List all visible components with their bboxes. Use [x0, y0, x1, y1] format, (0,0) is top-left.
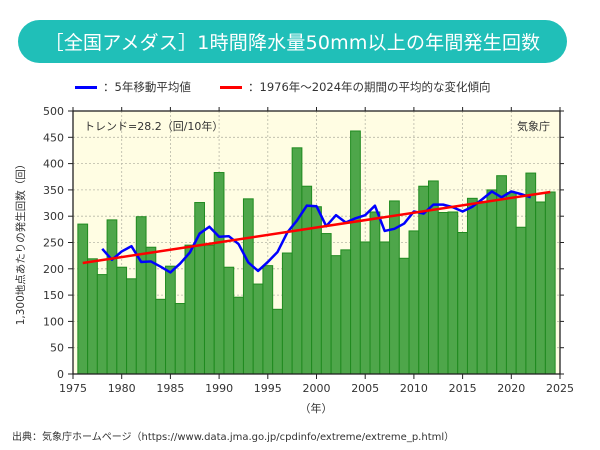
- y-tick-label: 400: [43, 158, 64, 171]
- x-tick-label: 2015: [449, 382, 477, 395]
- y-tick-label: 0: [57, 368, 64, 381]
- bar-2021: [515, 226, 527, 375]
- legend-item-trend: ：1976年～2024年の期間の平均的な変化傾向: [220, 79, 491, 95]
- x-tick-label: 2020: [497, 382, 525, 395]
- x-tick-label: 1985: [156, 382, 184, 395]
- y-tick-label: 150: [43, 289, 64, 302]
- bar-2019: [496, 175, 507, 375]
- blue-line-swatch-icon: [75, 85, 97, 89]
- y-tick-label: 100: [43, 315, 64, 328]
- source-note: 出典：気象庁ホームページ（https://www.data.jma.go.jp/…: [12, 432, 455, 443]
- bar-1996: [272, 308, 283, 375]
- bar-2016: [466, 197, 478, 375]
- bar-1986: [174, 303, 186, 375]
- bar-1989: [203, 244, 215, 375]
- bar-1988: [194, 202, 205, 375]
- bar-1977: [87, 258, 98, 375]
- x-tick-label: 2000: [303, 382, 331, 395]
- bar-2013: [437, 212, 449, 375]
- legend-label-moving-average: ：5年移動平均値: [103, 80, 191, 94]
- agency-annotation: 気象庁: [517, 119, 550, 133]
- x-tick-label: 1995: [254, 382, 282, 395]
- bar-2024: [544, 191, 556, 375]
- bar-1993: [242, 198, 254, 375]
- trend-annotation: トレンド=28.2（回/10年）: [84, 119, 223, 133]
- bar-2005: [359, 241, 371, 375]
- bar-2010: [408, 230, 420, 375]
- bar-2020: [505, 192, 517, 375]
- y-tick-label: 450: [43, 131, 64, 144]
- bar-1981: [126, 278, 137, 375]
- bar-2022: [525, 172, 537, 375]
- bar-1982: [135, 216, 147, 375]
- y-tick-label: 350: [43, 184, 64, 197]
- bar-2018: [486, 189, 498, 375]
- bar-2004: [350, 130, 361, 375]
- bar-1995: [262, 265, 274, 375]
- x-tick-label: 2025: [546, 382, 574, 395]
- bar-1978: [96, 274, 108, 375]
- trend-line: [82, 190, 551, 265]
- y-tick-label: 250: [43, 237, 64, 250]
- moving-average-line: [101, 190, 532, 274]
- y-axis-label: 1,300地点あたりの発生回数（回）: [14, 159, 27, 326]
- bar-2001: [320, 233, 332, 375]
- bar-1983: [145, 246, 157, 375]
- bar-1976: [77, 223, 89, 375]
- bar-2015: [457, 232, 468, 375]
- bar-1985: [165, 265, 176, 375]
- y-tick-label: 300: [43, 210, 64, 223]
- bar-1979: [106, 219, 118, 375]
- bar-1984: [155, 298, 167, 375]
- y-tick-label: 200: [43, 263, 64, 276]
- bar-1991: [223, 266, 235, 375]
- bar-1998: [291, 147, 303, 375]
- bar-2003: [340, 249, 352, 375]
- x-axis-label: （年）: [300, 401, 333, 415]
- bar-1997: [281, 252, 293, 375]
- bar-1990: [213, 172, 225, 375]
- bar-2007: [379, 241, 391, 375]
- x-tick-label: 1990: [205, 382, 233, 395]
- bar-2009: [398, 257, 410, 375]
- bar-2002: [330, 255, 342, 375]
- bar-1980: [116, 266, 128, 375]
- x-tick-label: 1980: [108, 382, 136, 395]
- bar-1999: [301, 185, 313, 375]
- bar-2014: [447, 211, 459, 375]
- x-tick-label: 2010: [400, 382, 428, 395]
- x-tick-label: 2005: [351, 382, 379, 395]
- chart-title: ［全国アメダス］1時間降水量50mm以上の年間発生回数: [18, 20, 567, 63]
- bar-2006: [369, 211, 381, 375]
- bar-1987: [184, 244, 196, 375]
- bar-2017: [476, 200, 488, 375]
- bar-2023: [535, 201, 546, 375]
- bar-2000: [311, 206, 322, 375]
- bar-1994: [252, 283, 264, 375]
- bar-1992: [233, 296, 244, 375]
- y-tick-label: 500: [43, 105, 64, 118]
- x-tick-label: 1975: [59, 382, 87, 395]
- red-line-swatch-icon: [220, 85, 242, 89]
- y-tick-label: 50: [50, 342, 64, 355]
- legend-item-moving-average: ：5年移動平均値: [75, 79, 191, 95]
- legend-label-trend: ：1976年～2024年の期間の平均的な変化傾向: [248, 80, 491, 94]
